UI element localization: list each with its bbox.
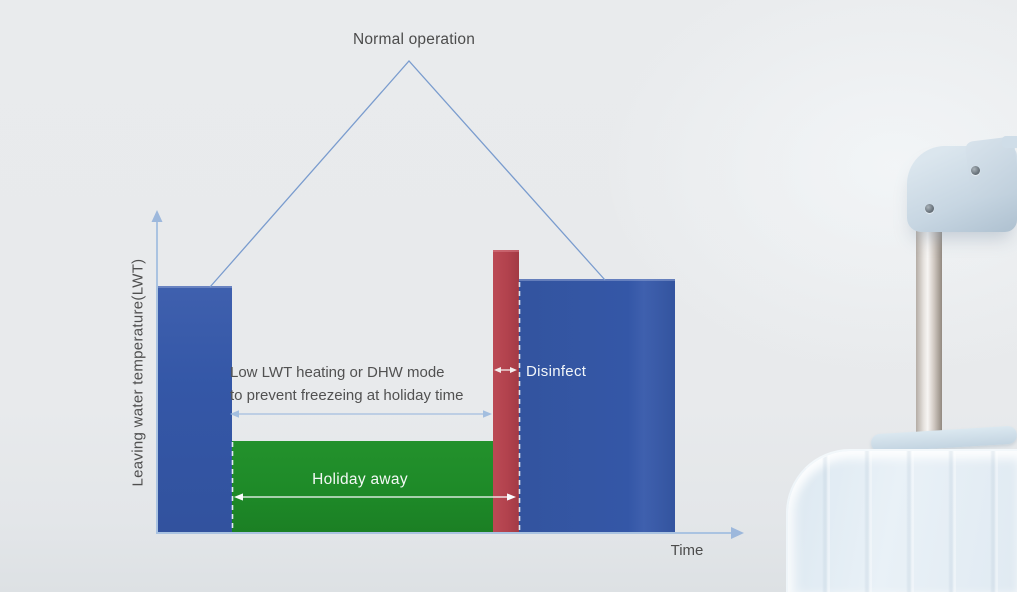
suitcase-handle-notch: [1002, 136, 1017, 148]
bar-normal-operation-right: [519, 279, 675, 534]
handle-rivet-icon: [925, 204, 934, 213]
normal-operation-pointer-lines: [209, 60, 606, 288]
y-axis-label: Leaving water temperature(LWT): [129, 258, 147, 487]
bar-holiday-away: [232, 441, 493, 534]
low-lwt-annotation-line2: to prevent freezeing at holiday time: [230, 387, 464, 404]
disinfect-label: Disinfect: [526, 363, 587, 380]
bar-disinfect: [493, 250, 519, 534]
normal-operation-label: Normal operation: [352, 31, 476, 48]
suitcase-body: [786, 449, 1017, 592]
low-lwt-annotation: Low LWT heating or DHW mode to prevent f…: [230, 361, 520, 407]
handle-rivet-icon: [971, 166, 980, 175]
suitcase-ridges: [788, 451, 1017, 592]
x-axis-label: Time: [670, 542, 704, 559]
y-axis-arrow-icon: [151, 210, 163, 222]
holiday-away-label: Holiday away: [312, 471, 408, 488]
bar-normal-operation-left: [158, 286, 232, 534]
suitcase-handle-pole: [916, 224, 942, 436]
arrow-right-icon: [483, 410, 492, 418]
x-axis-arrow-icon: [731, 527, 744, 539]
low-lwt-annotation-line1: Low LWT heating or DHW mode: [230, 364, 445, 381]
